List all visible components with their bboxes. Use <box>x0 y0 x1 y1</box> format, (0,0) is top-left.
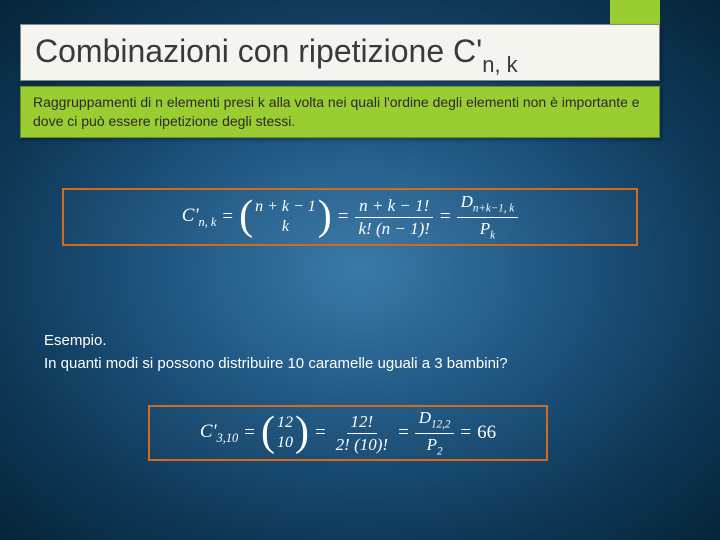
main-formula: C'n, k = ( n + k − 1 k ) = n + k − 1! k!… <box>182 192 518 241</box>
title-box: Combinazioni con ripetizione C'n, k <box>20 24 660 81</box>
example-formula-box: C'3,10 = ( 12 10 ) = 12! 2! (10)! = D12,… <box>148 405 548 461</box>
f1-frac1-num: n + k − 1! <box>355 196 433 218</box>
f2-binom-top: 12 <box>277 413 293 433</box>
f2-frac1: 12! 2! (10)! <box>332 412 392 454</box>
f2-frac2-num: D <box>419 408 431 427</box>
f2-frac2: D12,2 P2 <box>415 408 455 457</box>
f1-frac2: Dn+k−1, k Pk <box>457 192 519 241</box>
main-formula-box: C'n, k = ( n + k − 1 k ) = n + k − 1! k!… <box>62 188 638 246</box>
f2-lhs: C' <box>200 421 217 442</box>
example-block: Esempio. In quanti modi si possono distr… <box>44 330 508 375</box>
f1-binom-top: n + k − 1 <box>255 197 316 217</box>
f2-frac1-num: 12! <box>347 412 378 434</box>
slide-title: Combinazioni con ripetizione C' <box>35 33 482 69</box>
f2-result: 66 <box>477 422 496 444</box>
f2-binom: ( 12 10 ) <box>261 413 309 453</box>
f1-binom-bot: k <box>282 217 289 237</box>
f2-binom-bot: 10 <box>277 433 293 453</box>
example-question: In quanti modi si possono distribuire 10… <box>44 353 508 376</box>
f2-frac1-den: 2! (10)! <box>332 434 392 455</box>
f2-frac2-den-sub: 2 <box>437 445 443 457</box>
example-label: Esempio. <box>44 330 508 353</box>
f1-frac2-num: D <box>461 192 473 211</box>
f1-frac1: n + k − 1! k! (n − 1)! <box>355 196 434 238</box>
f1-lhs-sub: n, k <box>199 214 217 228</box>
example-formula: C'3,10 = ( 12 10 ) = 12! 2! (10)! = D12,… <box>200 408 496 457</box>
f1-frac2-den: P <box>480 219 490 238</box>
f1-frac2-num-sub: n+k−1, k <box>473 203 514 215</box>
f2-frac2-den: P <box>427 435 437 454</box>
f1-frac1-den: k! (n − 1)! <box>355 218 434 239</box>
description-box: Raggruppamenti di n elementi presi k all… <box>20 86 660 138</box>
f1-binom: ( n + k − 1 k ) <box>239 197 332 237</box>
f2-frac2-num-sub: 12,2 <box>431 419 450 431</box>
f1-frac2-den-sub: k <box>490 229 495 241</box>
description-text: Raggruppamenti di n elementi presi k all… <box>33 94 640 129</box>
f2-lhs-sub: 3,10 <box>217 430 239 444</box>
f1-lhs: C' <box>182 205 199 226</box>
slide-title-subscript: n, k <box>482 52 517 77</box>
